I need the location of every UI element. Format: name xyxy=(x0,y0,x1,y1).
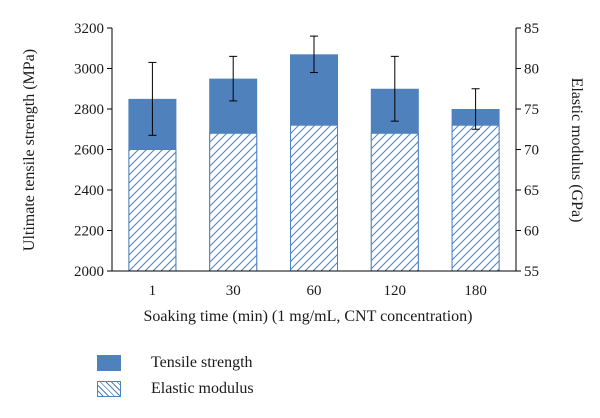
legend-item-elastic: Elastic modulus xyxy=(97,376,254,402)
elastic-bar-60 xyxy=(290,124,338,272)
left-tick-label: 2800 xyxy=(74,102,104,118)
left-tick-label: 2600 xyxy=(74,143,104,159)
legend: Tensile strength Elastic modulus xyxy=(97,350,254,402)
legend-swatch-hatched xyxy=(97,381,121,397)
elastic-bar-120 xyxy=(370,132,419,272)
right-tick-label: 80 xyxy=(524,62,539,78)
legend-swatch-solid xyxy=(97,355,121,371)
right-axis-title: Elastic modulus (GPa) xyxy=(568,78,585,223)
x-tick-label: 30 xyxy=(226,283,241,299)
x-axis-ticks: 1 30 60 120 180 xyxy=(149,283,487,299)
right-tick-label: 60 xyxy=(524,224,539,240)
elastic-modulus-bars xyxy=(128,124,500,272)
right-tick-label: 85 xyxy=(524,21,539,37)
x-axis-title: Soaking time (min) (1 mg/mL, CNT concent… xyxy=(144,308,473,325)
x-tick-label: 1 xyxy=(149,283,157,299)
legend-item-tensile: Tensile strength xyxy=(97,350,254,376)
left-tick-label: 3200 xyxy=(74,21,104,37)
x-tick-label: 180 xyxy=(464,283,487,299)
right-axis-ticks: 55 60 65 70 75 80 85 xyxy=(516,21,539,280)
elastic-bar-1 xyxy=(128,149,177,272)
right-tick-label: 55 xyxy=(524,264,539,280)
legend-label-elastic: Elastic modulus xyxy=(151,380,254,397)
error-bars xyxy=(148,35,480,136)
right-tick-label: 70 xyxy=(524,143,539,159)
legend-label-tensile: Tensile strength xyxy=(151,354,253,371)
elastic-bar-180 xyxy=(451,124,500,272)
right-tick-label: 75 xyxy=(524,102,539,118)
left-tick-label: 2400 xyxy=(74,183,104,199)
left-tick-label: 3000 xyxy=(74,62,104,78)
axes xyxy=(111,28,517,272)
left-tick-label: 2000 xyxy=(74,264,104,280)
left-axis-title: Ultimate tensile strength (MPa) xyxy=(21,49,38,251)
elastic-bar-30 xyxy=(209,132,258,272)
left-tick-label: 2200 xyxy=(74,224,104,240)
right-tick-label: 65 xyxy=(524,183,539,199)
left-axis-ticks: 2000 2200 2400 2600 2800 3000 3200 xyxy=(74,21,112,280)
x-tick-label: 120 xyxy=(384,283,407,299)
x-tick-label: 60 xyxy=(307,283,322,299)
